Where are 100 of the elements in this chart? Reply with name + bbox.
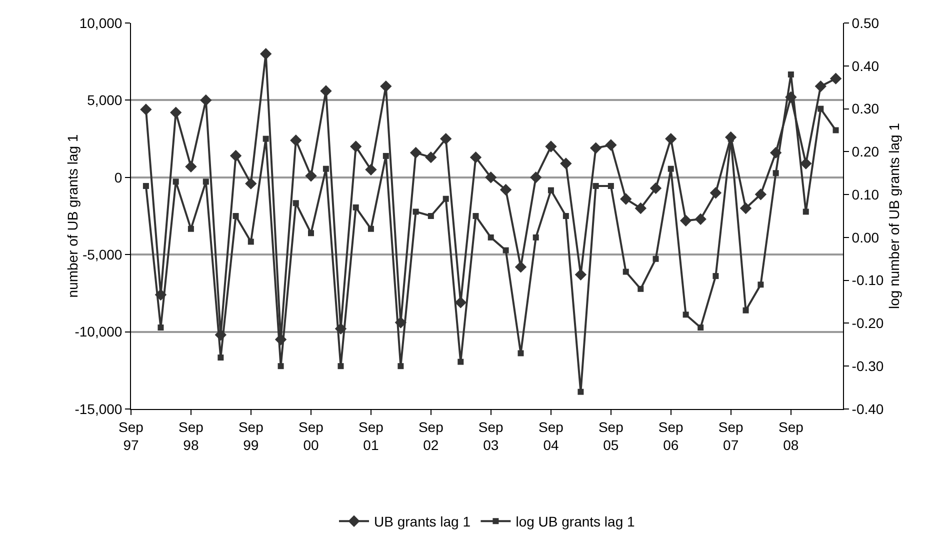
- point: [712, 273, 719, 280]
- point: [308, 230, 314, 236]
- point: [262, 136, 269, 142]
- point: [170, 106, 182, 118]
- point: [680, 214, 692, 226]
- x-tick-label: Sep 02: [418, 418, 444, 453]
- point: [605, 139, 617, 151]
- y2-tick-label: -0.40: [852, 400, 884, 417]
- point: [218, 354, 224, 361]
- y-tick-label: -15,000: [74, 400, 122, 417]
- point: [832, 127, 839, 134]
- y2-tick-label: 0.20: [852, 144, 880, 160]
- point: [802, 208, 809, 215]
- point: [202, 178, 209, 185]
- point: [560, 158, 572, 170]
- point: [814, 80, 827, 92]
- point: [590, 142, 602, 154]
- point: [665, 132, 677, 145]
- y-tick-label: 0: [114, 169, 122, 186]
- y-tick-label: -10,000: [74, 324, 122, 340]
- point: [380, 80, 392, 92]
- point: [305, 170, 317, 182]
- point: [652, 256, 659, 262]
- x-tick-label: Sep 06: [658, 418, 684, 453]
- point: [232, 213, 239, 219]
- point: [245, 178, 257, 190]
- y-tick-label: -5,000: [82, 246, 122, 262]
- point: [172, 178, 179, 185]
- point: [578, 388, 584, 395]
- y2-tick-label: 0.40: [852, 58, 880, 74]
- point: [454, 296, 466, 308]
- point: [518, 350, 524, 356]
- y2-tick-label: 0.00: [852, 229, 880, 246]
- x-tick-label: Sep 01: [358, 418, 384, 453]
- point: [788, 71, 794, 78]
- point: [278, 363, 284, 370]
- y2-tick-label: 0.10: [852, 186, 880, 202]
- point: [472, 213, 479, 219]
- point: [440, 132, 452, 145]
- y-tick-label: 5,000: [87, 92, 122, 108]
- x-tick-label: Sep 04: [538, 418, 564, 453]
- point: [562, 213, 569, 219]
- point: [638, 286, 644, 292]
- point: [758, 282, 764, 288]
- point: [322, 166, 329, 172]
- point: [754, 188, 767, 200]
- y-axis-title: number of UB grants lag 1: [64, 134, 80, 298]
- point: [368, 226, 374, 232]
- point: [608, 182, 614, 189]
- y2-tick-label: -0.30: [852, 358, 884, 374]
- point: [290, 134, 302, 146]
- x-tick-label: Sep 97: [118, 418, 144, 453]
- x-tick-label: Sep 00: [298, 418, 324, 453]
- point: [260, 48, 272, 60]
- point: [382, 152, 389, 159]
- point: [530, 172, 542, 184]
- point: [740, 202, 752, 214]
- point: [442, 196, 449, 202]
- point: [158, 324, 164, 331]
- point: [365, 164, 377, 176]
- point: [352, 204, 359, 210]
- x-tick-label: Sep 98: [178, 418, 204, 453]
- point: [142, 182, 149, 189]
- point: [650, 182, 662, 194]
- point: [592, 182, 599, 189]
- point: [248, 238, 254, 245]
- point: [682, 312, 689, 318]
- point: [710, 186, 722, 199]
- point: [634, 202, 646, 214]
- point: [668, 166, 674, 172]
- point: [830, 72, 842, 84]
- y2-tick-label: 0.30: [852, 100, 880, 117]
- point: [485, 172, 497, 184]
- point: [800, 158, 812, 170]
- point: [545, 140, 557, 152]
- point: [620, 193, 632, 205]
- y2-tick-label: -0.20: [852, 315, 884, 332]
- point: [698, 324, 704, 331]
- y2-tick-label: 0.50: [852, 14, 880, 31]
- y-tick-label: 10,000: [79, 14, 122, 31]
- point: [425, 151, 437, 164]
- point: [622, 268, 629, 275]
- point: [818, 106, 824, 112]
- point: [350, 140, 362, 152]
- point: [188, 226, 194, 232]
- x-tick-label: Sep 99: [238, 418, 264, 453]
- point: [320, 85, 332, 97]
- point: [398, 363, 404, 370]
- x-tick-label: Sep 03: [478, 418, 504, 453]
- point: [410, 146, 422, 159]
- point: [338, 363, 344, 370]
- legend-label: log UB grants lag 1: [516, 514, 635, 530]
- x-tick-label: Sep 05: [598, 418, 624, 453]
- x-tick-label: Sep 08: [778, 418, 804, 453]
- point: [500, 184, 512, 196]
- y2-tick-label: -0.10: [852, 272, 884, 288]
- point: [488, 234, 494, 240]
- point: [694, 213, 706, 225]
- point: [532, 234, 539, 240]
- point: [292, 200, 299, 206]
